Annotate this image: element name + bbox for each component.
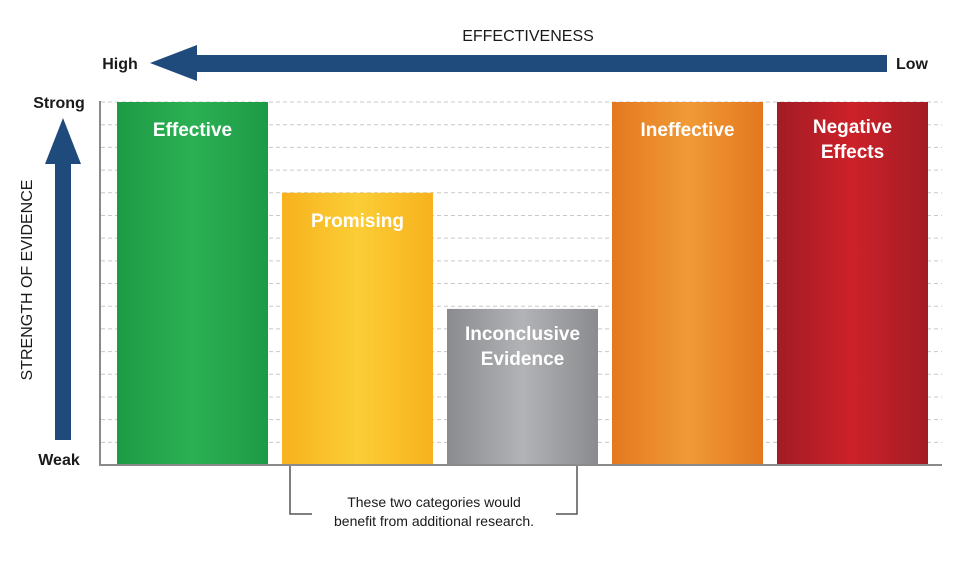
strong-label: Strong bbox=[33, 95, 85, 112]
bar-labels: Effective Promising Inconclusive Evidence In… bbox=[153, 117, 892, 370]
bar-negative-effects bbox=[777, 102, 928, 465]
annotation-backdrop bbox=[312, 490, 556, 532]
strength-arrow bbox=[45, 118, 81, 440]
weak-label: Weak bbox=[38, 452, 80, 469]
bar-label: Negative bbox=[813, 117, 892, 138]
bar-label: Ineffective bbox=[641, 120, 735, 141]
bar-label: Inconclusive bbox=[465, 324, 580, 345]
bar-label: Evidence bbox=[481, 349, 564, 370]
bar-label: Effective bbox=[153, 120, 232, 141]
annotation-line-2: benefit from additional research. bbox=[334, 513, 534, 529]
low-label: Low bbox=[896, 56, 929, 73]
bars bbox=[117, 102, 928, 465]
strength-title: STRENGTH OF EVIDENCE bbox=[19, 180, 36, 381]
effectiveness-title: EFFECTIVENESS bbox=[462, 28, 594, 45]
bar-label: Promising bbox=[311, 211, 404, 232]
high-label: High bbox=[102, 56, 138, 73]
bar-label: Effects bbox=[821, 142, 884, 163]
bar-promising bbox=[282, 192, 433, 465]
bar-inconclusive-evidence bbox=[447, 308, 598, 465]
bar-ineffective bbox=[612, 102, 763, 465]
annotation-line-1: These two categories would bbox=[347, 494, 521, 510]
bar-effective bbox=[117, 102, 268, 465]
effectiveness-arrow bbox=[150, 45, 887, 81]
